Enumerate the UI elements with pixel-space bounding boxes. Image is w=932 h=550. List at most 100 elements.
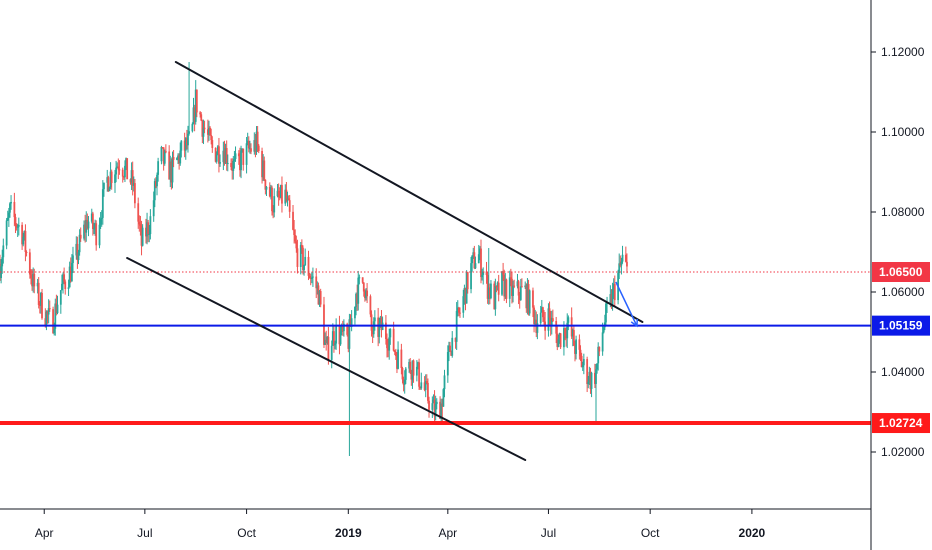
candle: [285, 181, 288, 203]
candle: [495, 285, 498, 293]
candle: [72, 246, 74, 273]
candle: [304, 248, 307, 266]
candle: [254, 133, 257, 158]
candle: [223, 140, 226, 166]
candle: [172, 150, 175, 168]
price-tag-label: 1.06500: [879, 265, 923, 279]
candle: [350, 310, 353, 332]
candle: [302, 245, 304, 275]
candle: [63, 267, 66, 285]
candle: [618, 253, 621, 280]
candle: [85, 211, 88, 242]
candle: [503, 269, 506, 301]
candle: [564, 327, 566, 341]
candle: [286, 191, 289, 207]
candle: [401, 366, 404, 384]
candle: [300, 239, 303, 254]
candle: [13, 192, 16, 227]
candle: [586, 356, 589, 393]
candle: [17, 217, 20, 236]
candle: [319, 288, 322, 308]
candle: [385, 315, 387, 345]
candle: [22, 232, 25, 247]
candle: [542, 306, 544, 322]
candle: [193, 104, 196, 132]
candle: [504, 273, 507, 300]
candle: [25, 250, 28, 257]
candle: [1, 249, 4, 274]
candle: [581, 361, 584, 371]
candle: [325, 330, 328, 351]
candle: [356, 284, 359, 311]
candle: [404, 366, 407, 385]
candle: [67, 279, 70, 297]
candle: [415, 360, 418, 382]
candle: [540, 299, 543, 313]
candle: [446, 345, 449, 383]
candle: [47, 299, 50, 324]
candle: [295, 235, 298, 253]
candle: [509, 268, 512, 287]
candle: [557, 334, 560, 348]
candle: [309, 273, 312, 286]
time-axis-background: [0, 509, 871, 550]
candle: [565, 327, 568, 347]
candle: [612, 278, 615, 300]
candle: [54, 298, 57, 336]
candle: [23, 230, 26, 241]
candle: [341, 320, 344, 336]
trend-line-1[interactable]: [174, 61, 644, 323]
candle: [106, 169, 109, 192]
candle: [536, 314, 539, 340]
candle: [303, 264, 305, 276]
price-axis[interactable]: 1.12000 1.10000 1.08000 1.06000 1.04000 1.020…: [871, 45, 925, 459]
candle: [482, 267, 485, 285]
candle: [160, 145, 163, 165]
candle: [477, 244, 480, 264]
candle: [490, 280, 492, 300]
candle: [516, 274, 519, 289]
candle: [178, 153, 181, 170]
trend-line-2[interactable]: [126, 257, 527, 461]
candle: [435, 398, 438, 410]
candle: [333, 325, 335, 353]
candle: [230, 158, 232, 171]
candle: [432, 394, 435, 404]
candle: [28, 248, 31, 279]
candle: [261, 147, 263, 184]
candle: [138, 215, 141, 232]
candle: [543, 310, 545, 327]
candle: [75, 236, 78, 260]
candle: [188, 62, 190, 136]
candle: [423, 376, 426, 392]
candle: [255, 126, 258, 155]
candle: [559, 332, 562, 350]
time-axis[interactable]: Apr Jul Oct 2019 Apr Jul Oct 2020: [35, 509, 766, 540]
candle: [370, 310, 373, 337]
candle: [281, 176, 283, 213]
candle: [139, 215, 142, 236]
candle: [187, 125, 189, 153]
candle: [30, 269, 32, 285]
candle: [526, 278, 529, 315]
candle: [339, 324, 342, 346]
x-tick-label: Oct: [237, 526, 256, 540]
candle: [550, 310, 553, 335]
candle: [36, 278, 39, 294]
candle: [466, 271, 469, 294]
candle: [247, 136, 250, 153]
candle: [511, 272, 513, 304]
candle: [574, 340, 576, 362]
candle: [494, 278, 497, 316]
candle: [222, 141, 225, 171]
candle: [419, 386, 422, 390]
candle: [327, 326, 330, 365]
candle: [116, 162, 119, 169]
candle: [330, 340, 333, 369]
candle: [527, 279, 530, 316]
candle: [277, 183, 280, 206]
candle: [424, 374, 427, 398]
candle: [56, 295, 59, 315]
candle: [201, 119, 204, 144]
